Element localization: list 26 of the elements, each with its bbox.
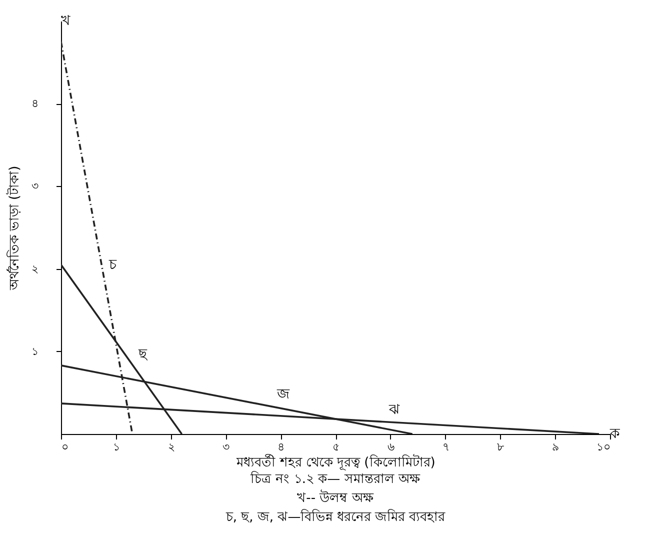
x-axis-title: মধ্যবর্তী শহর থেকে দূরত্ব (কিলোমিটার) (236, 454, 436, 470)
x-tick-label: ৫ (332, 440, 340, 454)
x-tick-label: ০ (62, 440, 68, 454)
y-tick-label: ৩ (32, 180, 38, 193)
series-label: ঝ (388, 402, 400, 418)
x-tick-label: ১ (112, 440, 120, 454)
text: চ, ছ, জ, ঝ—বিভিন্ন ধরনের জমির ব্যবহার (224, 509, 446, 525)
y-tick-label: ২ (32, 262, 38, 276)
series-label: ছ (137, 346, 148, 362)
x-tick-label: ৯ (552, 440, 560, 454)
y-axis-title: অর্থনৈতিক ভাড়া (টাকা) (6, 166, 22, 292)
x-tick-label: ৪ (278, 440, 285, 454)
x-tick-label: ৭ (442, 440, 450, 454)
text: খ-- উলম্ব অক্ষ (297, 490, 374, 506)
y-tick-label: ১ (32, 344, 38, 358)
series-label: জ (276, 386, 290, 403)
series-label: চ (108, 257, 117, 274)
x-tick-label: ১০ (596, 440, 610, 454)
x-tick-label: ২ (168, 440, 175, 454)
x-tick-label: ৮ (497, 440, 504, 454)
x-tick-label: ৩ (222, 440, 230, 454)
annotation: ক (609, 426, 620, 442)
text: চিত্র নং ১.২ ক— সমান্তরাল অক্ষ (250, 471, 420, 487)
x-tick-label: ৬ (387, 440, 394, 454)
y-tick-label: ৪ (32, 97, 38, 110)
annotation: খ (61, 13, 71, 29)
